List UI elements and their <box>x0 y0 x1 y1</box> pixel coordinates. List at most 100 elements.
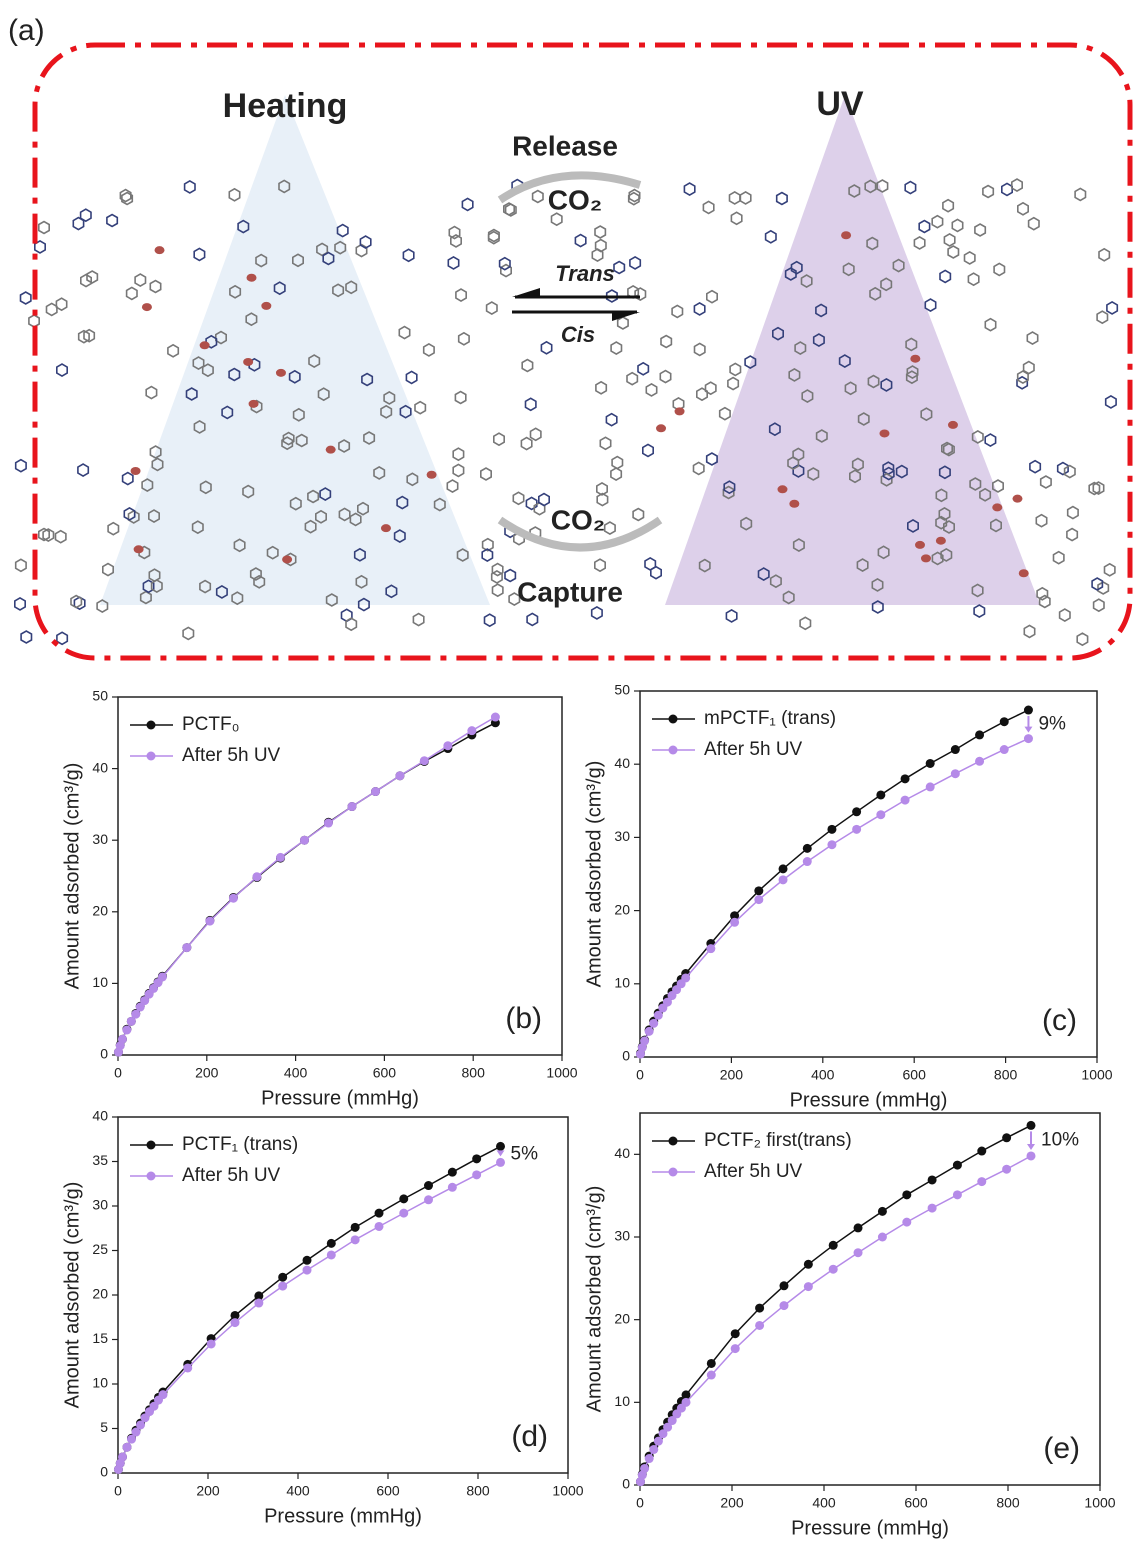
series-line <box>639 737 1029 1055</box>
ring <box>984 433 997 448</box>
co2-molecule <box>789 499 800 508</box>
ring <box>659 369 672 384</box>
data-point <box>131 1009 141 1019</box>
data-point <box>395 771 405 781</box>
data-point <box>140 996 150 1006</box>
data-point <box>1023 705 1033 715</box>
ring <box>215 584 228 599</box>
ring <box>595 380 608 395</box>
co2-molecule <box>947 420 958 429</box>
legend-label: PCTF₁ (trans) <box>182 1134 298 1155</box>
ring <box>150 579 163 594</box>
data-point <box>977 1177 987 1187</box>
panel-a: (a) Heating UV Release CO₂ Trans Cis CO₂… <box>8 14 1133 661</box>
data-point <box>149 1401 159 1411</box>
ring <box>37 527 51 542</box>
legend-marker <box>146 1171 156 1181</box>
ring <box>984 317 997 332</box>
ring <box>448 225 461 240</box>
data-point <box>347 802 357 812</box>
panel-label: (b) <box>505 1002 542 1035</box>
data-point <box>374 1208 384 1218</box>
co2-molecule <box>275 368 286 377</box>
x-tick-label: 800 <box>466 1483 490 1499</box>
ring <box>704 381 717 396</box>
data-point <box>496 1157 505 1167</box>
ring <box>610 467 623 482</box>
uv-beam <box>665 95 1040 605</box>
x-tick-label: 1000 <box>1084 1495 1115 1511</box>
ring <box>148 509 160 524</box>
co2-molecule <box>1012 494 1023 503</box>
y-tick-label: 20 <box>614 1310 630 1326</box>
chart: 0 200 400 600 800 1000 0 5 10 15 20 25 30 35 40 Pressur… <box>61 1108 583 1528</box>
ring <box>877 545 890 560</box>
ring <box>338 439 351 453</box>
ring <box>273 281 286 296</box>
co2-molecule <box>130 467 141 476</box>
data-point <box>424 1181 433 1191</box>
ring <box>905 337 918 352</box>
ring <box>787 456 800 471</box>
y-tick-label: 50 <box>614 682 630 698</box>
ring <box>278 179 291 194</box>
y-tick-label: 35 <box>92 1152 108 1168</box>
y-tick-label: 10 <box>614 1393 630 1409</box>
series-line <box>639 709 1029 1054</box>
x-tick-label: 1000 <box>552 1483 583 1499</box>
x-tick-label: 600 <box>904 1495 928 1511</box>
data-point <box>662 997 672 1007</box>
ring <box>479 467 493 481</box>
ring <box>979 487 992 502</box>
ring <box>229 284 242 299</box>
data-point <box>876 790 886 800</box>
ring <box>1016 201 1029 216</box>
ring <box>457 331 470 346</box>
ring <box>594 225 607 239</box>
ring <box>106 213 119 228</box>
co2-molecule <box>243 357 254 366</box>
y-axis-label: Amount adsorbed (cm³/g) <box>61 763 83 990</box>
ring <box>102 562 114 577</box>
ring <box>838 354 851 369</box>
y-tick-label: 0 <box>100 1464 108 1480</box>
ring <box>86 270 99 284</box>
ring <box>871 600 884 614</box>
data-point <box>127 1434 136 1444</box>
data-point <box>876 810 886 820</box>
data-point <box>952 1160 962 1170</box>
data-point <box>1023 734 1033 744</box>
ring <box>906 518 920 533</box>
co2-molecule <box>910 354 921 363</box>
ring <box>487 228 500 243</box>
data-point <box>730 1344 740 1354</box>
y-tick-label: 30 <box>92 1197 108 1213</box>
legend-label: After 5h UV <box>704 1161 803 1182</box>
ring <box>882 466 895 481</box>
data-point <box>496 1141 505 1151</box>
data-point <box>302 1255 312 1265</box>
ring <box>729 362 742 377</box>
ring <box>345 617 358 632</box>
ring <box>338 507 351 522</box>
ring <box>784 267 797 281</box>
difference-arrowhead <box>1024 726 1033 733</box>
y-tick-label: 10 <box>92 974 108 990</box>
ring <box>14 596 27 611</box>
ring <box>942 442 955 457</box>
ring <box>866 236 879 251</box>
data-point <box>900 774 910 784</box>
ring <box>398 325 411 340</box>
y-tick-label: 25 <box>92 1241 108 1257</box>
ring <box>502 202 516 216</box>
x-tick-label: 800 <box>462 1065 486 1081</box>
ring <box>628 188 641 203</box>
ring <box>942 520 956 534</box>
ring <box>412 612 425 627</box>
ring <box>385 584 398 599</box>
ring <box>1103 562 1116 577</box>
ring <box>842 262 855 277</box>
ring <box>1092 598 1105 613</box>
ring <box>574 233 587 248</box>
ring <box>963 250 976 265</box>
